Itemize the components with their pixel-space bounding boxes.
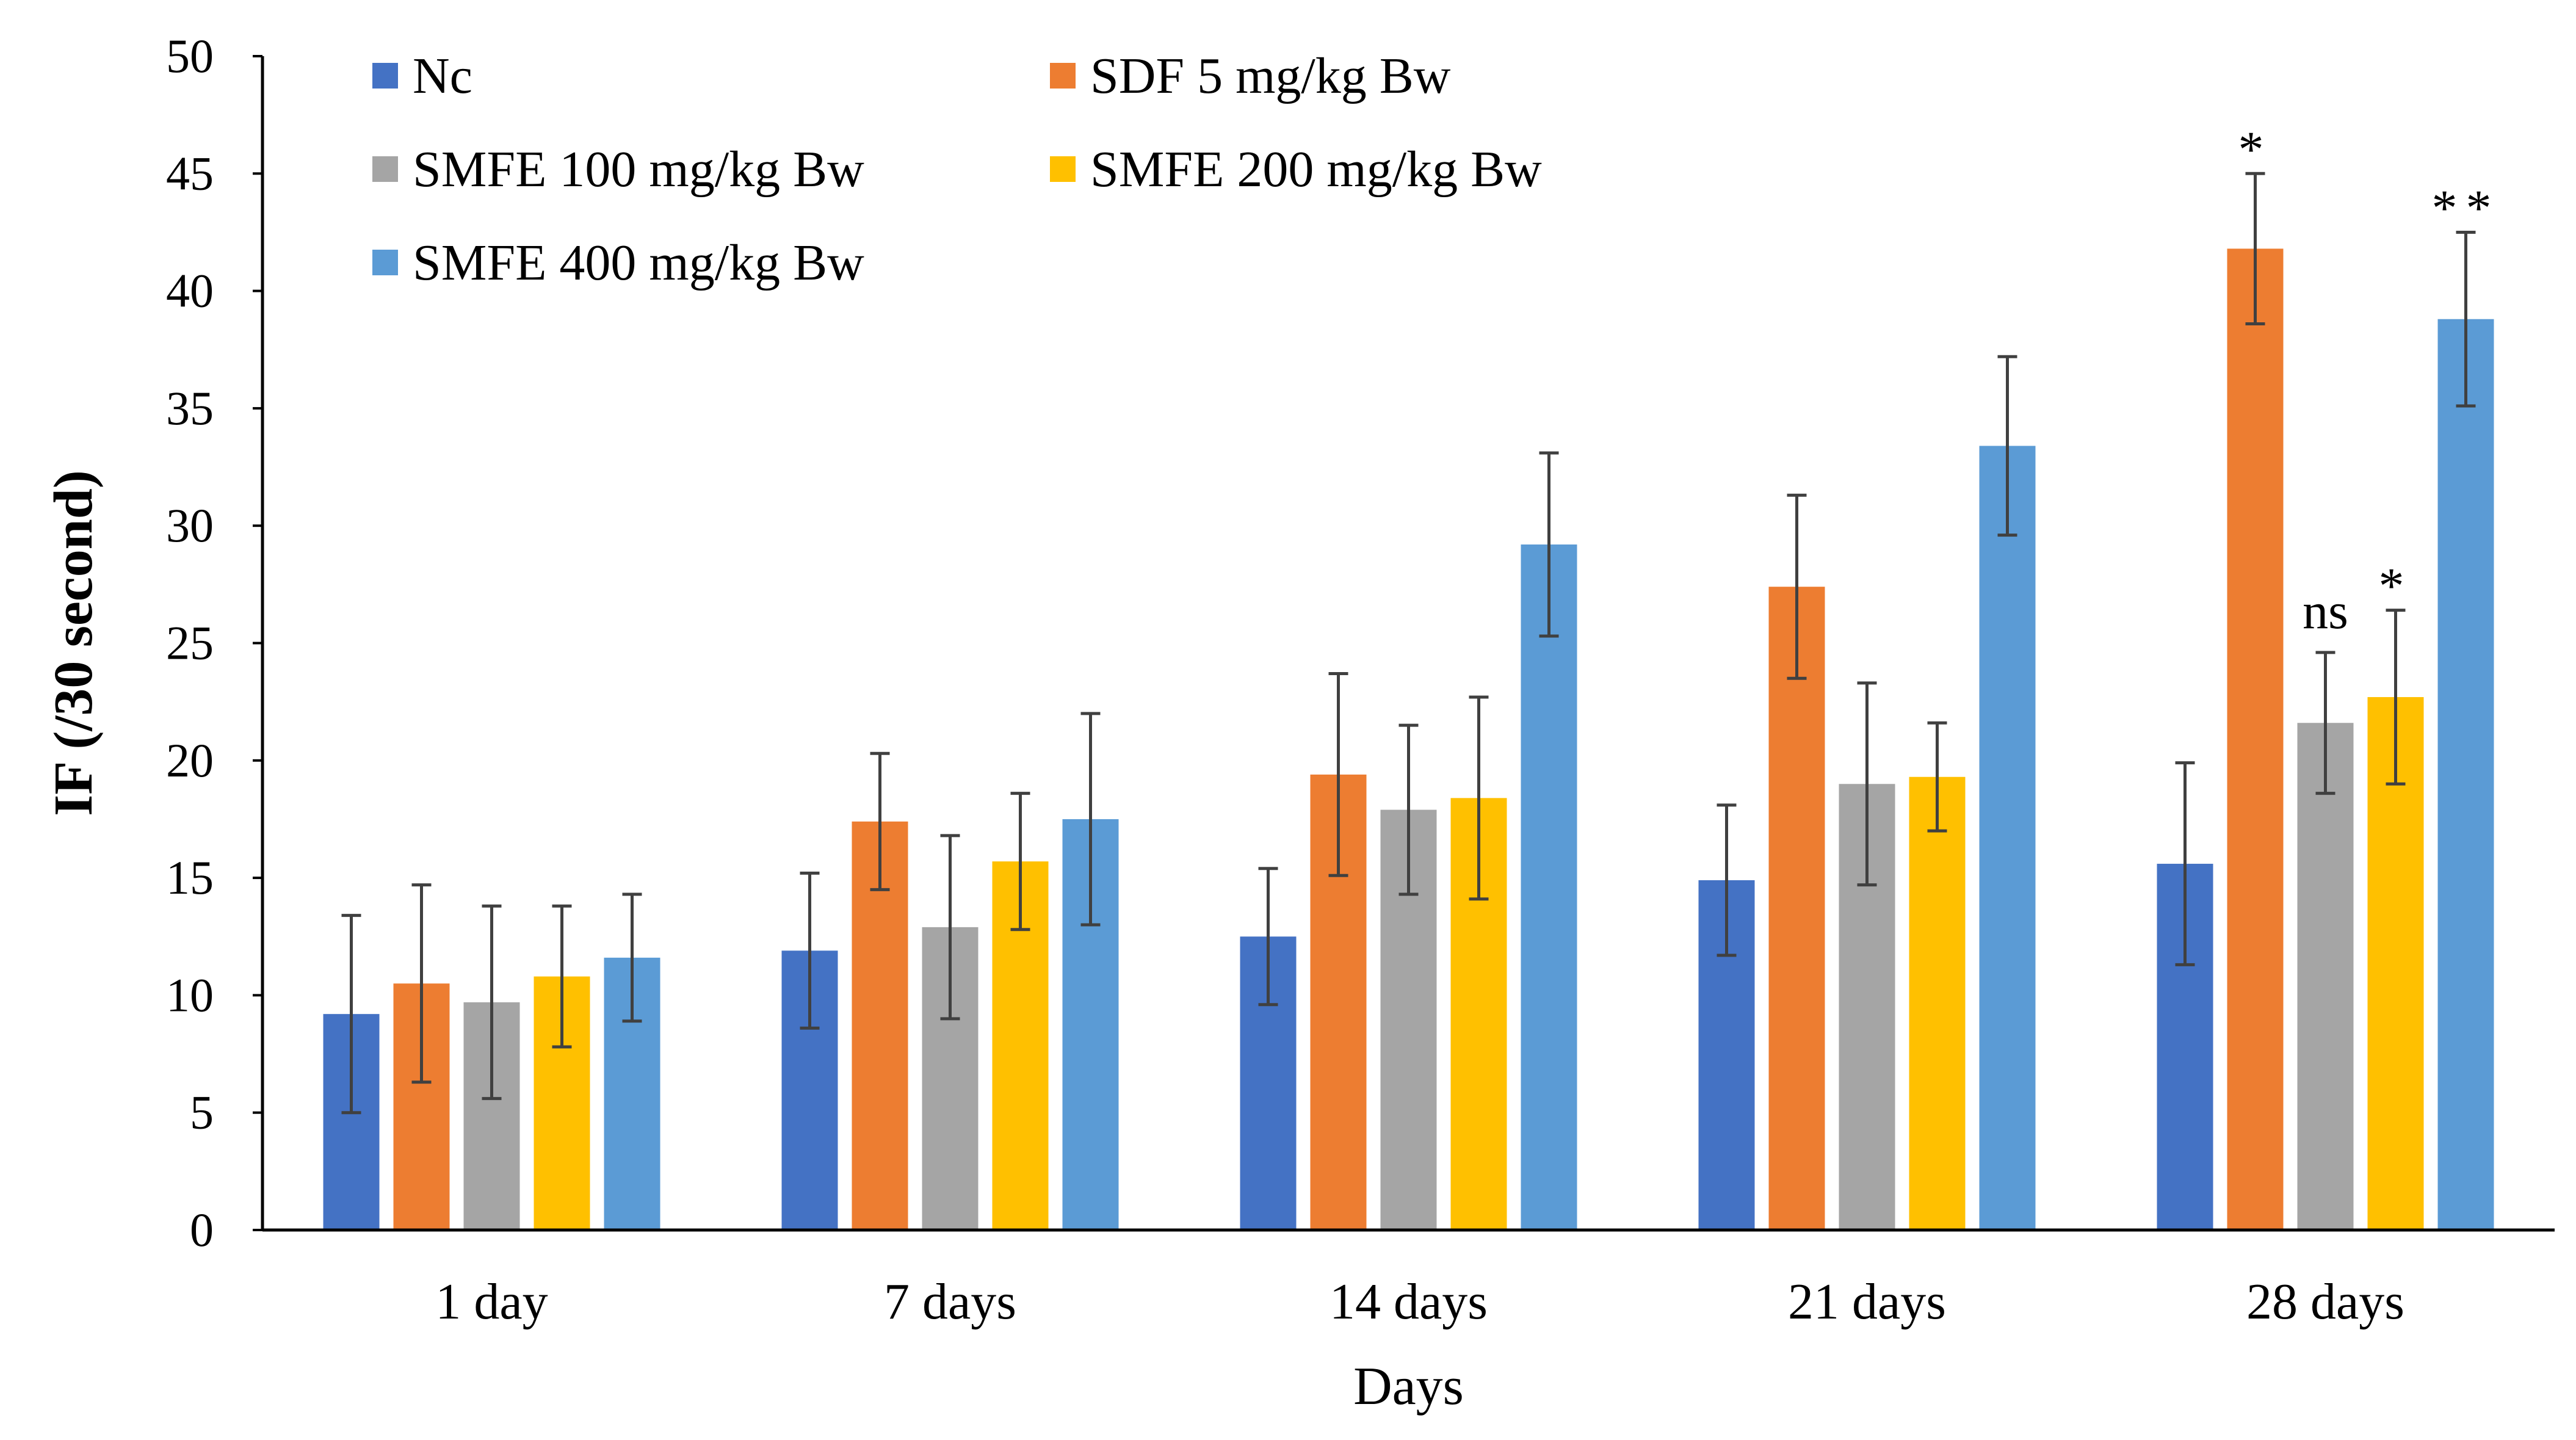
bar-smfe-200-mg-kg-bw-28-days xyxy=(2367,696,2424,1230)
error-bars-layer xyxy=(341,172,2476,1115)
x-tick-label-21-days: 21 days xyxy=(1788,1273,1946,1330)
x-tick-label-28-days: 28 days xyxy=(2246,1273,2404,1330)
x-tick-label-1-day: 1 day xyxy=(435,1273,548,1330)
bar-smfe-400-mg-kg-bw-28-days xyxy=(2437,319,2494,1231)
y-tick-label-20: 20 xyxy=(166,734,214,787)
legend: Nc SDF 5 mg/kg Bw SMFE 100 mg/kg Bw SMFE 20… xyxy=(372,48,1542,291)
bar-smfe-400-mg-kg-bw-14-days xyxy=(1521,544,1577,1230)
y-tick-label-15: 15 xyxy=(166,851,214,904)
y-tick-label-45: 45 xyxy=(166,147,214,200)
legend-swatch-smfe-100-mg-kg-bw xyxy=(372,156,398,182)
significance-annotations: *ns *** xyxy=(2238,121,2500,640)
x-axis-title: Days xyxy=(1353,1357,1464,1416)
y-tick-label-25: 25 xyxy=(166,617,214,670)
bar-sdf-5-mg-kg-bw-21-days xyxy=(1768,587,1825,1230)
legend-label-sdf-5-mg-kg-bw: SDF 5 mg/kg Bw xyxy=(1090,48,1451,104)
bar-smfe-200-mg-kg-bw-21-days xyxy=(1909,776,1966,1230)
y-axis-title: IF (/30 second) xyxy=(43,470,104,816)
bar-sdf-5-mg-kg-bw-28-days xyxy=(2227,248,2284,1230)
y-tick-label-35: 35 xyxy=(166,382,214,435)
legend-label-smfe-400-mg-kg-bw: SMFE 400 mg/kg Bw xyxy=(413,234,864,291)
axes-layer xyxy=(253,55,2555,1232)
y-tick-label-40: 40 xyxy=(166,264,214,317)
legend-label-nc: Nc xyxy=(413,48,472,104)
legend-swatch-smfe-400-mg-kg-bw xyxy=(372,250,398,275)
bar-smfe-400-mg-kg-bw-21-days xyxy=(1979,446,2036,1230)
x-tick-label-7-days: 7 days xyxy=(884,1273,1016,1330)
bar-smfe-100-mg-kg-bw-28-days xyxy=(2297,723,2354,1230)
bars-layer xyxy=(323,248,2494,1231)
y-tick-label-30: 30 xyxy=(166,499,214,552)
x-tick-label-14-days: 14 days xyxy=(1330,1273,1488,1330)
legend-label-smfe-200-mg-kg-bw: SMFE 200 mg/kg Bw xyxy=(1090,141,1542,198)
y-tick-label-0: 0 xyxy=(190,1203,214,1256)
annotation-smfe-400-mg-kg-bw-28-days: ** xyxy=(2432,179,2500,236)
legend-swatch-smfe-200-mg-kg-bw xyxy=(1050,156,1076,182)
annotation-smfe-100-mg-kg-bw-28-days: ns xyxy=(2303,583,2348,640)
annotation-sdf-5-mg-kg-bw-28-days: * xyxy=(2238,121,2273,178)
x-category-labels: 1 day 7 days 14 days 21 days 28 days xyxy=(435,1273,2404,1330)
legend-label-smfe-100-mg-kg-bw: SMFE 100 mg/kg Bw xyxy=(413,141,864,198)
y-tick-label-10: 10 xyxy=(166,968,214,1021)
legend-swatch-sdf-5-mg-kg-bw xyxy=(1050,63,1076,89)
y-tick-labels: 0 5 10 15 20 25 30 35 40 45 50 xyxy=(166,29,214,1256)
annotation-smfe-200-mg-kg-bw-28-days: * xyxy=(2379,558,2413,615)
y-tick-label-5: 5 xyxy=(190,1086,214,1139)
legend-swatch-nc xyxy=(372,63,398,89)
y-tick-label-50: 50 xyxy=(166,29,214,82)
